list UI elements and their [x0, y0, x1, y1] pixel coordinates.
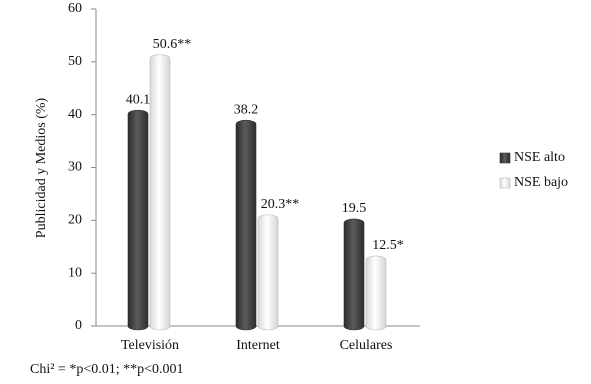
value-label: 20.3** [261, 197, 300, 212]
footnote: Chi² = *p<0.01; **p<0.001 [30, 362, 184, 377]
y-tick-label: 0 [75, 318, 82, 333]
value-label: 50.6** [153, 37, 192, 52]
value-label: 40.1 [126, 92, 151, 107]
bar [365, 255, 387, 331]
y-tick-label: 10 [68, 265, 82, 280]
x-tick-label: Internet [236, 338, 280, 353]
y-axis-label: Publicidad y Medios (%) [34, 97, 49, 238]
value-label: 19.5 [342, 201, 367, 216]
y-tick-label: 20 [68, 213, 82, 228]
legend-label: NSE bajo [514, 175, 568, 190]
y-tick-label: 30 [68, 160, 82, 175]
bar [149, 54, 171, 331]
bar [343, 218, 365, 331]
bar [257, 214, 279, 331]
bar [235, 119, 257, 331]
value-label: 38.2 [234, 102, 259, 117]
bar [127, 109, 149, 331]
y-tick-label: 40 [68, 107, 82, 122]
legend-swatch [499, 177, 511, 189]
y-tick-label: 60 [68, 1, 82, 16]
x-tick-label: Celulares [340, 338, 393, 353]
y-tick-label: 50 [68, 54, 82, 69]
value-label: 12.5* [372, 238, 404, 253]
legend-label: NSE alto [514, 150, 565, 165]
legend-swatch [499, 152, 511, 164]
x-tick-label: Televisión [121, 338, 179, 353]
